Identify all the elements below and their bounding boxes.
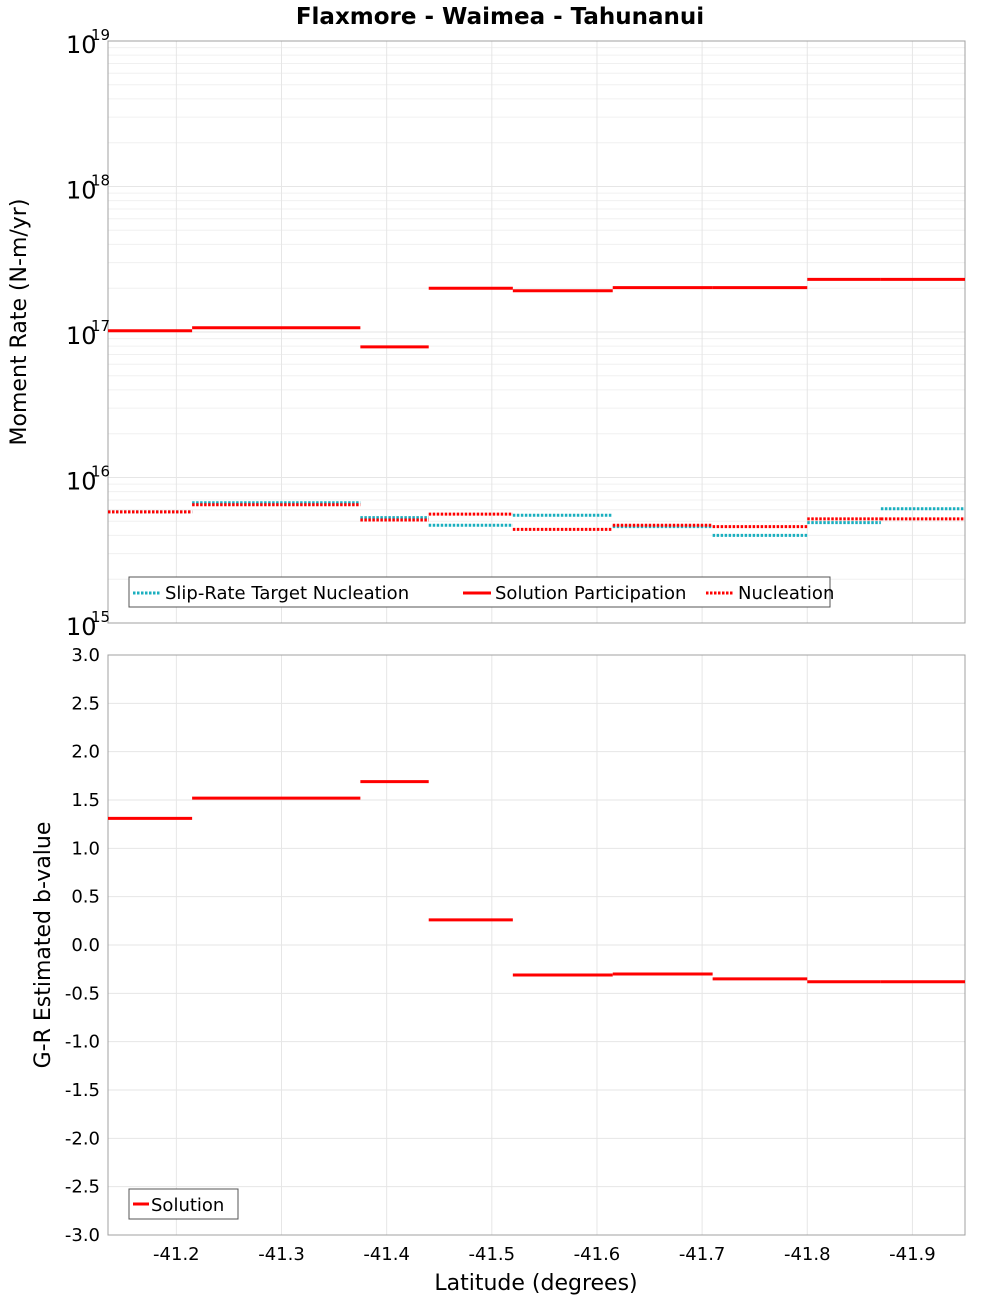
- y-tick-label: 1.0: [71, 838, 100, 859]
- series-nucleation: [108, 503, 965, 531]
- y-tick-label: -2.0: [65, 1128, 100, 1149]
- y-tick-label: 0.5: [71, 887, 100, 908]
- legend-entry: Slip-Rate Target Nucleation: [165, 583, 409, 604]
- chart-title: Flaxmore - Waimea - Tahunanui: [296, 4, 704, 30]
- legend-entry: Nucleation: [738, 583, 834, 604]
- y-tick-label: 10: [66, 177, 97, 205]
- x-axis-label: Latitude (degrees): [434, 1271, 637, 1296]
- y-tick-label: 0.0: [71, 935, 100, 956]
- y-tick-label: 3.0: [71, 645, 100, 666]
- x-tick-label: -41.3: [258, 1244, 305, 1265]
- series-solution: [108, 780, 965, 984]
- y-tick-label: -0.5: [65, 983, 100, 1004]
- plot-frame: [107, 654, 966, 1236]
- legend-entry: Solution Participation: [495, 583, 686, 604]
- y-tick-label: -3.0: [65, 1225, 100, 1246]
- x-tick-label: -41.9: [889, 1244, 936, 1265]
- x-tick-label: -41.8: [784, 1244, 831, 1265]
- y-tick-label: 10: [66, 468, 97, 496]
- legend-entry: Solution: [151, 1195, 224, 1216]
- x-tick-label: -41.7: [679, 1244, 726, 1265]
- y-tick-label: 10: [66, 31, 97, 59]
- y-tick-label: -1.0: [65, 1032, 100, 1053]
- y-tick-label: 2.5: [71, 693, 100, 714]
- x-tick-label: -41.5: [469, 1244, 516, 1265]
- y-axis-label: G-R Estimated b-value: [31, 822, 56, 1069]
- y-tick-exponent: 16: [91, 463, 110, 481]
- y-tick-label: 2.0: [71, 742, 100, 763]
- y-tick-label: 10: [66, 322, 97, 350]
- y-tick-exponent: 19: [91, 26, 110, 44]
- y-tick-exponent: 18: [91, 172, 110, 190]
- y-tick-label: -2.5: [65, 1177, 100, 1198]
- b-value-plot: 3.0 2.5 2.0 1.5 1.0 0.5 0.0 -0.5 -1.0 -1.5 -2.0 -2.…: [31, 645, 966, 1265]
- legend: Slip-Rate Target Nucleation Solution Part…: [128, 576, 834, 608]
- x-tick-label: -41.4: [363, 1244, 410, 1265]
- x-tick-label: -41.2: [153, 1244, 200, 1265]
- y-axis-label: Moment Rate (N-m/yr): [7, 199, 32, 446]
- y-tick-label: -1.5: [65, 1080, 100, 1101]
- legend: Solution: [128, 1188, 239, 1220]
- series-solution-participation: [108, 277, 965, 349]
- y-tick-exponent: 15: [91, 608, 110, 626]
- y-tick-label: 1.5: [71, 790, 100, 811]
- x-tick-label: -41.6: [574, 1244, 621, 1265]
- y-tick-exponent: 17: [91, 317, 110, 335]
- y-tick-label: 10: [66, 613, 97, 641]
